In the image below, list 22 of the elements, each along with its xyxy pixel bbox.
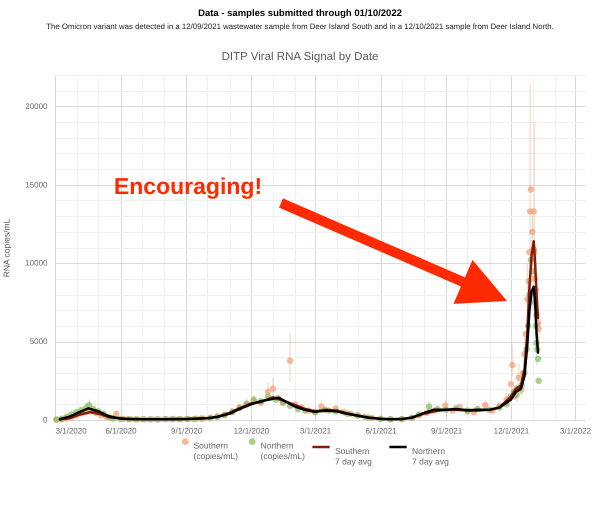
text: Data - samples submitted through 01/10/2022 bbox=[198, 8, 402, 19]
chart-title: DITP Viral RNA Signal by Date bbox=[222, 51, 378, 63]
x-tick-label: 12/1/2020 bbox=[234, 426, 270, 436]
x-tick-label: 9/1/2020 bbox=[171, 426, 203, 436]
x-tick-label: 3/1/2020 bbox=[56, 426, 88, 436]
y-tick-label: 5000 bbox=[30, 337, 48, 346]
x-tick-label: 6/1/2020 bbox=[105, 426, 138, 436]
y-axis-title: RNA copies/mL bbox=[1, 218, 12, 278]
annotation: Encouraging! bbox=[114, 173, 262, 199]
x-tick-label: 9/1/2021 bbox=[431, 426, 463, 436]
y-tick-label: 0 bbox=[43, 416, 48, 424]
legend-label: Southern (copies/mL) bbox=[194, 440, 238, 462]
x-tick-label: 12/1/2021 bbox=[494, 426, 530, 436]
x-tick-label: 3/1/2021 bbox=[300, 426, 332, 436]
x-tick-label: 3/1/2022 bbox=[560, 426, 592, 436]
y-tick-label: 20000 bbox=[25, 102, 48, 111]
y-tick-label: 15000 bbox=[25, 180, 48, 190]
legend-label: Northern (copies/mL) bbox=[260, 440, 306, 462]
legend-label: Northern 7 day avg bbox=[412, 446, 450, 466]
legend-label: Southern 7 day avg bbox=[335, 446, 372, 466]
x-tick-label: 6/1/2021 bbox=[365, 426, 398, 436]
y-tick-label: 10000 bbox=[25, 258, 48, 268]
